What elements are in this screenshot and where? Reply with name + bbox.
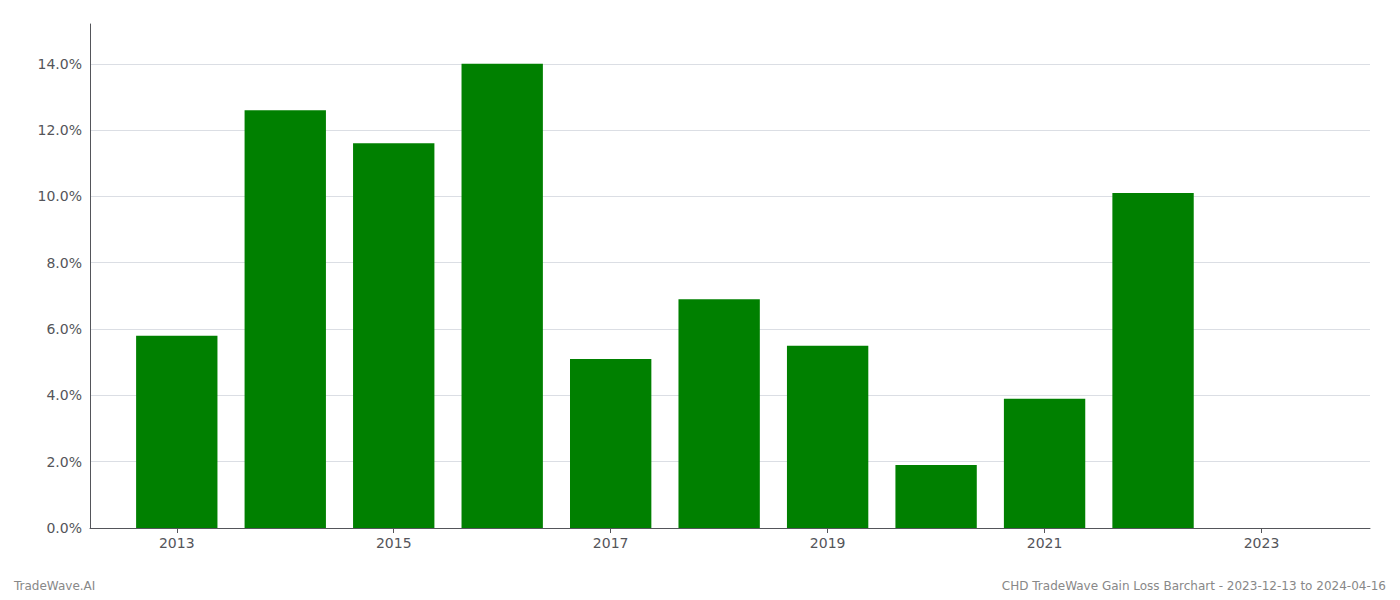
svg-text:0.0%: 0.0%: [46, 520, 82, 536]
svg-text:2019: 2019: [810, 535, 846, 551]
svg-text:4.0%: 4.0%: [46, 387, 82, 403]
svg-text:2013: 2013: [159, 535, 195, 551]
svg-text:2021: 2021: [1027, 535, 1063, 551]
svg-text:12.0%: 12.0%: [38, 122, 82, 138]
svg-text:8.0%: 8.0%: [46, 255, 82, 271]
svg-text:6.0%: 6.0%: [46, 321, 82, 337]
svg-text:2.0%: 2.0%: [46, 454, 82, 470]
svg-text:TradeWave.AI: TradeWave.AI: [13, 579, 95, 593]
svg-text:14.0%: 14.0%: [38, 56, 82, 72]
svg-text:2023: 2023: [1244, 535, 1280, 551]
svg-text:2017: 2017: [593, 535, 629, 551]
svg-text:CHD TradeWave Gain Loss Barcha: CHD TradeWave Gain Loss Barchart - 2023-…: [1002, 579, 1386, 593]
svg-text:10.0%: 10.0%: [38, 188, 82, 204]
svg-text:2015: 2015: [376, 535, 412, 551]
